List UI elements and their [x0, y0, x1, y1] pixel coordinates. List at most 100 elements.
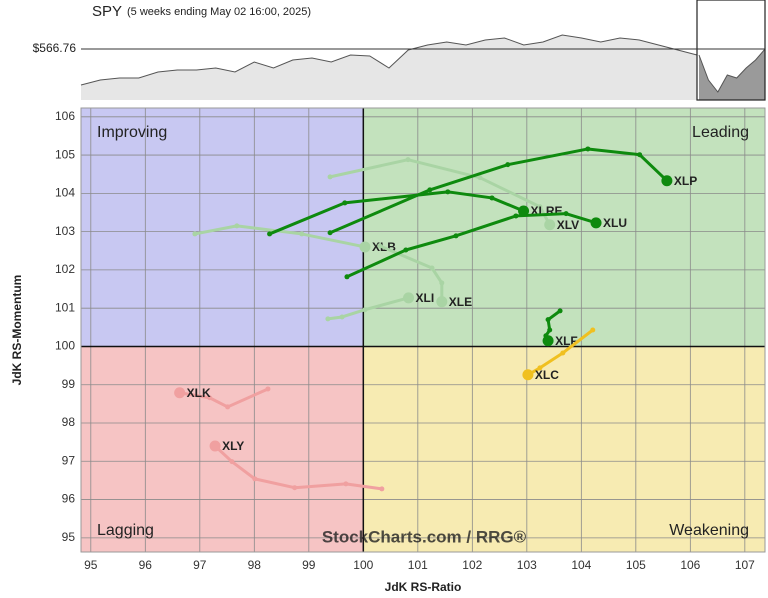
tail-point — [225, 404, 231, 410]
y-tick-label: 104 — [55, 186, 75, 200]
tail-point — [234, 223, 240, 229]
head-point — [544, 219, 556, 231]
tail-point — [327, 174, 333, 180]
tail-line — [378, 244, 444, 304]
tail-point — [207, 395, 213, 401]
x-tick-label: 105 — [626, 558, 646, 572]
series-label: XLC — [535, 368, 559, 382]
x-tick-label: 99 — [302, 558, 316, 572]
watermark: StockCharts.com / RRG® — [322, 527, 527, 546]
price-area — [81, 35, 697, 100]
tail-point — [547, 327, 553, 333]
head-point — [436, 296, 448, 308]
series-label: XLV — [557, 218, 579, 232]
price-line — [698, 48, 766, 93]
tail-line — [345, 212, 598, 279]
tail-point — [379, 486, 385, 492]
y-tick-label: 96 — [62, 492, 76, 506]
series-label: XLK — [187, 386, 211, 400]
head-point — [522, 369, 534, 381]
tail-point — [265, 386, 271, 392]
tail-point — [362, 307, 368, 313]
spy-title: SPY — [92, 3, 122, 20]
series-label: XLP — [674, 174, 697, 188]
y-tick-label: 103 — [55, 224, 75, 238]
tail-point — [405, 157, 411, 163]
tail-point — [229, 459, 235, 465]
tail-point — [343, 481, 349, 487]
y-tick-label: 105 — [55, 147, 75, 161]
head-point — [661, 175, 673, 187]
x-tick-label: 104 — [571, 558, 591, 572]
y-tick-label: 106 — [55, 109, 75, 123]
quadrant-weakening — [363, 346, 765, 552]
y-tick-label: 101 — [55, 300, 75, 314]
tail-point — [342, 200, 348, 206]
tail-line — [526, 328, 595, 377]
tail-point — [537, 365, 543, 371]
x-tick-label: 95 — [84, 558, 98, 572]
tail-point — [557, 308, 563, 314]
tail-point — [192, 231, 198, 237]
tail-point — [339, 314, 345, 320]
quadrant-label: Weakening — [669, 522, 749, 539]
head-point — [542, 335, 554, 347]
x-tick-label: 98 — [248, 558, 262, 572]
price-line — [80, 34, 698, 86]
tail-point — [563, 211, 569, 217]
head-point — [590, 217, 602, 229]
tail-point — [505, 162, 511, 168]
tail-point — [439, 280, 445, 286]
tail-line — [193, 224, 367, 249]
tail-line — [213, 444, 384, 491]
head-point — [518, 205, 530, 217]
spy-subtitle: (5 weeks ending May 02 16:00, 2025) — [127, 6, 311, 18]
x-tick-label: 97 — [193, 558, 207, 572]
tail-point — [377, 243, 383, 249]
tail-point — [453, 233, 459, 239]
series-label: XLI — [416, 291, 435, 305]
tail-line — [326, 296, 411, 321]
tail-point — [252, 476, 258, 482]
y-tick-label: 97 — [62, 453, 76, 467]
head-point — [359, 241, 371, 253]
recent-box — [696, 0, 766, 101]
x-tick-label: 107 — [735, 558, 755, 572]
tail-point — [325, 316, 331, 322]
y-tick-label: 98 — [62, 415, 76, 429]
head-point — [403, 292, 415, 304]
price-label: $566.76 — [33, 41, 77, 55]
y-tick-label: 102 — [55, 262, 75, 276]
tail-point — [292, 485, 298, 491]
y-tick-label: 95 — [62, 530, 76, 544]
tail-point — [513, 213, 519, 219]
y-axis-label: JdK RS-Momentum — [10, 275, 24, 386]
tail-point — [560, 350, 566, 356]
series-label: XLE — [449, 295, 472, 309]
tail-point — [637, 152, 643, 158]
y-tick-label: 99 — [62, 377, 76, 391]
tail-point — [327, 230, 333, 236]
tail-point — [299, 231, 305, 237]
x-tick-label: 101 — [408, 558, 428, 572]
tail-line — [178, 387, 270, 409]
tail-point — [403, 247, 409, 253]
spy-panel: SPY (5 weeks ending May 02 16:00, 2025) … — [33, 0, 766, 101]
tail-point — [489, 195, 495, 201]
quadrant-label: Lagging — [97, 522, 154, 539]
series-label: XLY — [222, 439, 244, 453]
tail-point — [477, 175, 483, 181]
y-tick-label: 100 — [55, 339, 75, 353]
series-label: XLU — [603, 216, 627, 230]
x-tick-label: 103 — [517, 558, 537, 572]
quadrant-lagging — [81, 346, 364, 552]
tail-point — [537, 204, 543, 210]
quadrant-label: Leading — [692, 124, 749, 141]
head-point — [209, 440, 221, 452]
tail-point — [344, 274, 350, 280]
tail-point — [267, 231, 273, 237]
tail-point — [590, 327, 596, 333]
tail-point — [545, 317, 551, 323]
